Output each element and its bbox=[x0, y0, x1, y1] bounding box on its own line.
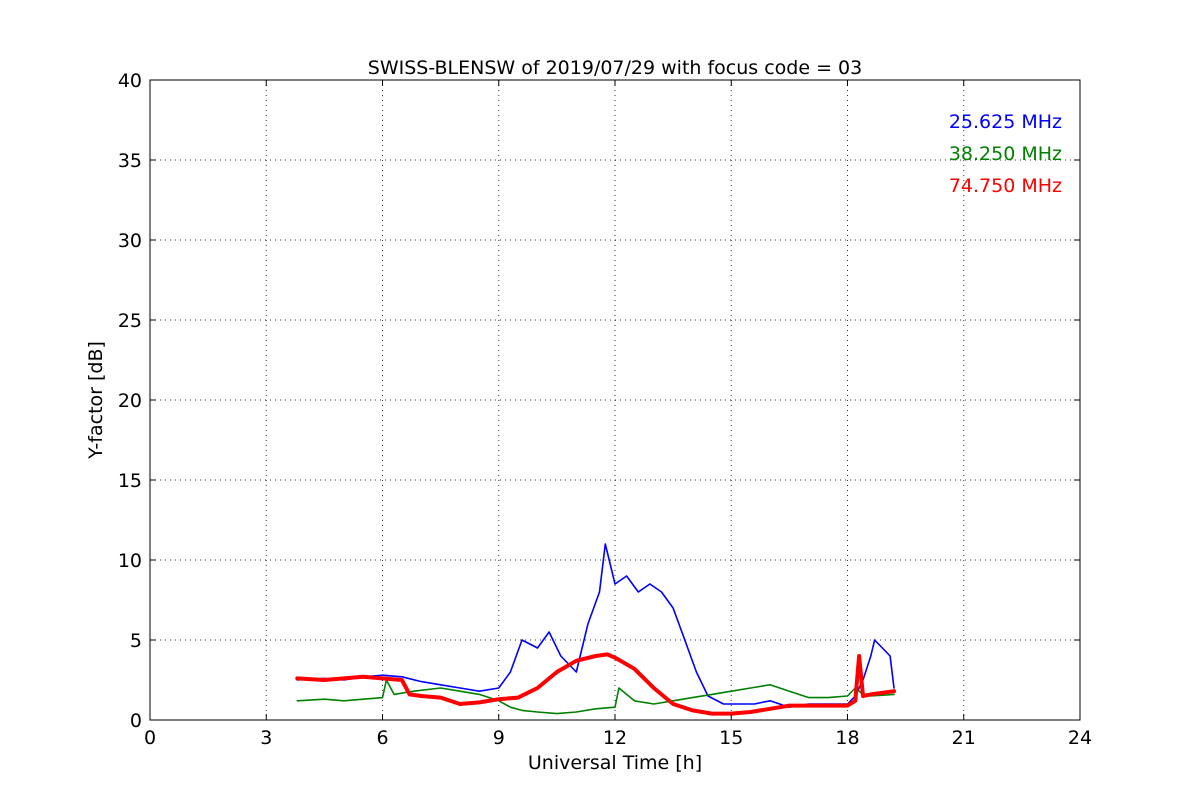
x-tick-label: 12 bbox=[603, 727, 627, 749]
y-tick-label: 40 bbox=[118, 70, 142, 92]
x-tick-label: 21 bbox=[952, 727, 976, 749]
y-axis-label: Y-factor [dB] bbox=[85, 341, 107, 460]
y-tick-label: 20 bbox=[118, 390, 142, 412]
legend-entry-3: 74.750 MHz bbox=[949, 175, 1062, 197]
y-tick-label: 35 bbox=[118, 150, 142, 172]
x-tick-label: 3 bbox=[260, 727, 272, 749]
x-tick-label: 24 bbox=[1068, 727, 1092, 749]
x-tick-label: 0 bbox=[144, 727, 156, 749]
legend-entry-2: 38.250 MHz bbox=[949, 143, 1062, 165]
grid bbox=[150, 80, 1080, 720]
x-tick-label: 18 bbox=[835, 727, 859, 749]
legend: 25.625 MHz 38.250 MHz 74.750 MHz bbox=[949, 111, 1062, 197]
axis-ticks: 0 3 6 9 12 15 18 21 24 0 5 10 15 20 25 30 35 40 bbox=[118, 70, 1092, 749]
x-tick-label: 15 bbox=[719, 727, 743, 749]
y-tick-label: 0 bbox=[130, 710, 142, 732]
y-tick-label: 15 bbox=[118, 470, 142, 492]
chart-title: SWISS-BLENSW of 2019/07/29 with focus co… bbox=[368, 57, 862, 79]
x-axis-label: Universal Time [h] bbox=[528, 752, 702, 774]
x-tick-label: 9 bbox=[493, 727, 505, 749]
x-tick-label: 6 bbox=[376, 727, 388, 749]
y-tick-label: 30 bbox=[118, 230, 142, 252]
series-line-1 bbox=[296, 543, 895, 709]
y-tick-label: 25 bbox=[118, 310, 142, 332]
legend-entry-1: 25.625 MHz bbox=[949, 111, 1062, 133]
series-line-3 bbox=[295, 652, 896, 716]
series-layer bbox=[295, 543, 896, 716]
series-line-2 bbox=[296, 679, 895, 715]
y-tick-label: 10 bbox=[118, 550, 142, 572]
y-tick-label: 5 bbox=[130, 630, 142, 652]
